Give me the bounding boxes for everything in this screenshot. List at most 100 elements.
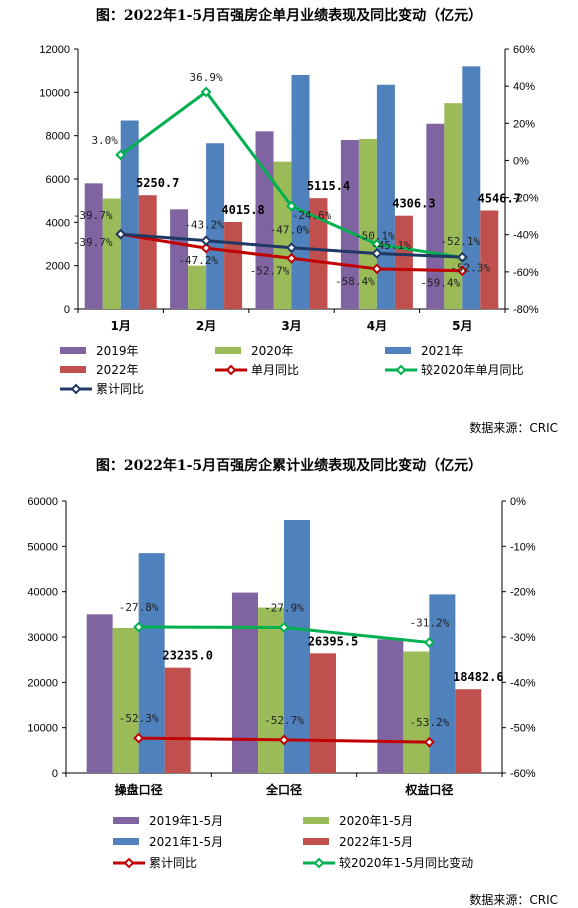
legend-marker [225, 364, 237, 376]
y2-tick-label: 20% [513, 118, 535, 130]
cumulative-performance-chart: 图：2022年1-5月百强房企累计业绩表现及同比变动（亿元） 0 10000 200… [27, 457, 558, 907]
x-category-label: 1月 [111, 319, 131, 333]
line-marker [423, 736, 435, 748]
y-tick-label: 60000 [27, 496, 58, 508]
monthly-performance-chart: 图：2022年1-5月百强房企单月业绩表现及同比变动（亿元） 0 2000 4000… [39, 7, 558, 435]
line-marker [115, 149, 127, 161]
line-marker [456, 265, 468, 277]
line-value-label: -27.9% [264, 601, 304, 614]
legend-item: 2020年1-5月 [303, 814, 413, 828]
legend-marker [395, 364, 407, 376]
line-value-label: -24.6% [292, 209, 332, 222]
legend-swatch [303, 817, 329, 824]
legend-label: 2022年 [96, 363, 139, 377]
line-marker [200, 235, 212, 247]
chart-title: 图：2022年1-5月百强房企单月业绩表现及同比变动（亿元） [96, 7, 482, 24]
y-tick-label: 10000 [27, 723, 58, 735]
legend-label: 累计同比 [149, 856, 197, 870]
line-marker [456, 251, 468, 263]
bar-value-label: 5250.7 [136, 176, 179, 190]
legend-swatch [113, 817, 139, 824]
y2-tick-label: 60% [513, 44, 535, 56]
y2-tick-label: -40% [510, 677, 536, 689]
bar-2019年1-5月 [377, 639, 404, 773]
legend-label: 2021年1-5月 [149, 835, 223, 849]
legend-swatch [60, 347, 86, 354]
bar-2022年 [138, 195, 157, 309]
y-tick-label: 40000 [27, 587, 58, 599]
legend-item: 2020年 [215, 344, 294, 358]
line-marker [423, 637, 435, 648]
line-value-label: -43.2% [184, 219, 224, 232]
bar-2022年 [394, 215, 413, 309]
line-marker [200, 86, 212, 98]
legend-item: 2021年 [385, 344, 464, 358]
legend-swatch [60, 366, 86, 373]
y2-tick-label: -40% [513, 230, 539, 242]
bar-2020年1-5月 [112, 627, 139, 773]
legend-label: 累计同比 [96, 382, 144, 396]
line-value-label: -58.4% [335, 275, 375, 288]
line-value-label: -52.3% [450, 262, 490, 275]
line-marker [278, 622, 290, 633]
legend-item: 2019年 [60, 344, 139, 358]
line-marker [286, 200, 297, 212]
line-value-label: -39.7% [73, 236, 113, 249]
legend-label: 2020年 [251, 344, 294, 358]
bar-2020年1-5月 [258, 607, 284, 773]
bar-2021年 [291, 75, 310, 309]
y2-tick-label: -30% [510, 632, 536, 644]
bar-2020年1-5月 [403, 651, 430, 773]
line-value-label: 3.0% [91, 134, 118, 147]
plot-area: 0 2000 4000 6000 8000 10000 12000 -80% -60% -40% -… [39, 44, 538, 333]
line-value-label: 36.9% [190, 71, 223, 84]
legend-marker [313, 857, 325, 869]
y-tick-label: 4000 [46, 217, 70, 229]
line-value-label: -53.2% [409, 716, 449, 729]
bar-value-label: 5115.4 [307, 179, 350, 193]
y2-tick-label: -50% [510, 723, 536, 735]
line-value-label: -27.8% [119, 601, 159, 614]
line-value-label: -52.3% [119, 712, 159, 725]
legend-label: 2019年1-5月 [149, 814, 223, 828]
plot-area: 0 10000 20000 30000 40000 50000 60000 -60% -50% -… [27, 496, 535, 797]
bar-2021年 [120, 120, 139, 309]
legend-label: 2021年 [421, 344, 464, 358]
bar-2021年1-5月 [284, 520, 310, 773]
line-value-label: -45.1% [371, 239, 411, 252]
line-value-label: -31.2% [409, 616, 449, 629]
line-value-label: -47.2% [178, 254, 218, 267]
bar-value-label: 18482.6 [453, 670, 504, 684]
bar-2022年1-5月 [310, 653, 336, 773]
y2-tick-label: 0% [513, 155, 529, 167]
bar-2021年 [206, 143, 225, 309]
legend-swatch [215, 347, 241, 354]
y2-tick-label: -60% [513, 267, 539, 279]
legend-item: 累计同比 [60, 382, 144, 396]
legend-label: 2022年1-5月 [339, 835, 413, 849]
x-category-label: 3月 [281, 319, 301, 333]
bar-2020年 [188, 265, 207, 309]
legend-label: 较2020年单月同比 [421, 362, 524, 377]
y-tick-label: 0 [52, 768, 58, 780]
y2-tick-label: -20% [513, 193, 539, 205]
bar-value-label: 26395.5 [308, 634, 359, 648]
bar-value-label: 4306.3 [392, 197, 435, 211]
bar-2019年 [255, 131, 274, 309]
line-value-label: -47.0% [270, 224, 310, 237]
y-tick-label: 20000 [27, 677, 58, 689]
y-tick-label: 0 [64, 304, 70, 316]
y2-tick-label: -80% [513, 304, 539, 316]
legend-swatch [303, 838, 329, 845]
bar-2019年 [170, 209, 189, 309]
line-value-label: -52.7% [264, 714, 304, 727]
y2-tick-label: -10% [510, 541, 536, 553]
legend-item: 2022年1-5月 [303, 835, 413, 849]
line-marker [286, 252, 297, 264]
legend-item: 单月同比 [215, 363, 299, 377]
bar-2019年 [426, 123, 445, 309]
x-category-label: 权益口径 [404, 782, 453, 797]
legend-item: 较2020年单月同比 [385, 362, 524, 377]
line-value-label: -59.4% [420, 277, 460, 290]
